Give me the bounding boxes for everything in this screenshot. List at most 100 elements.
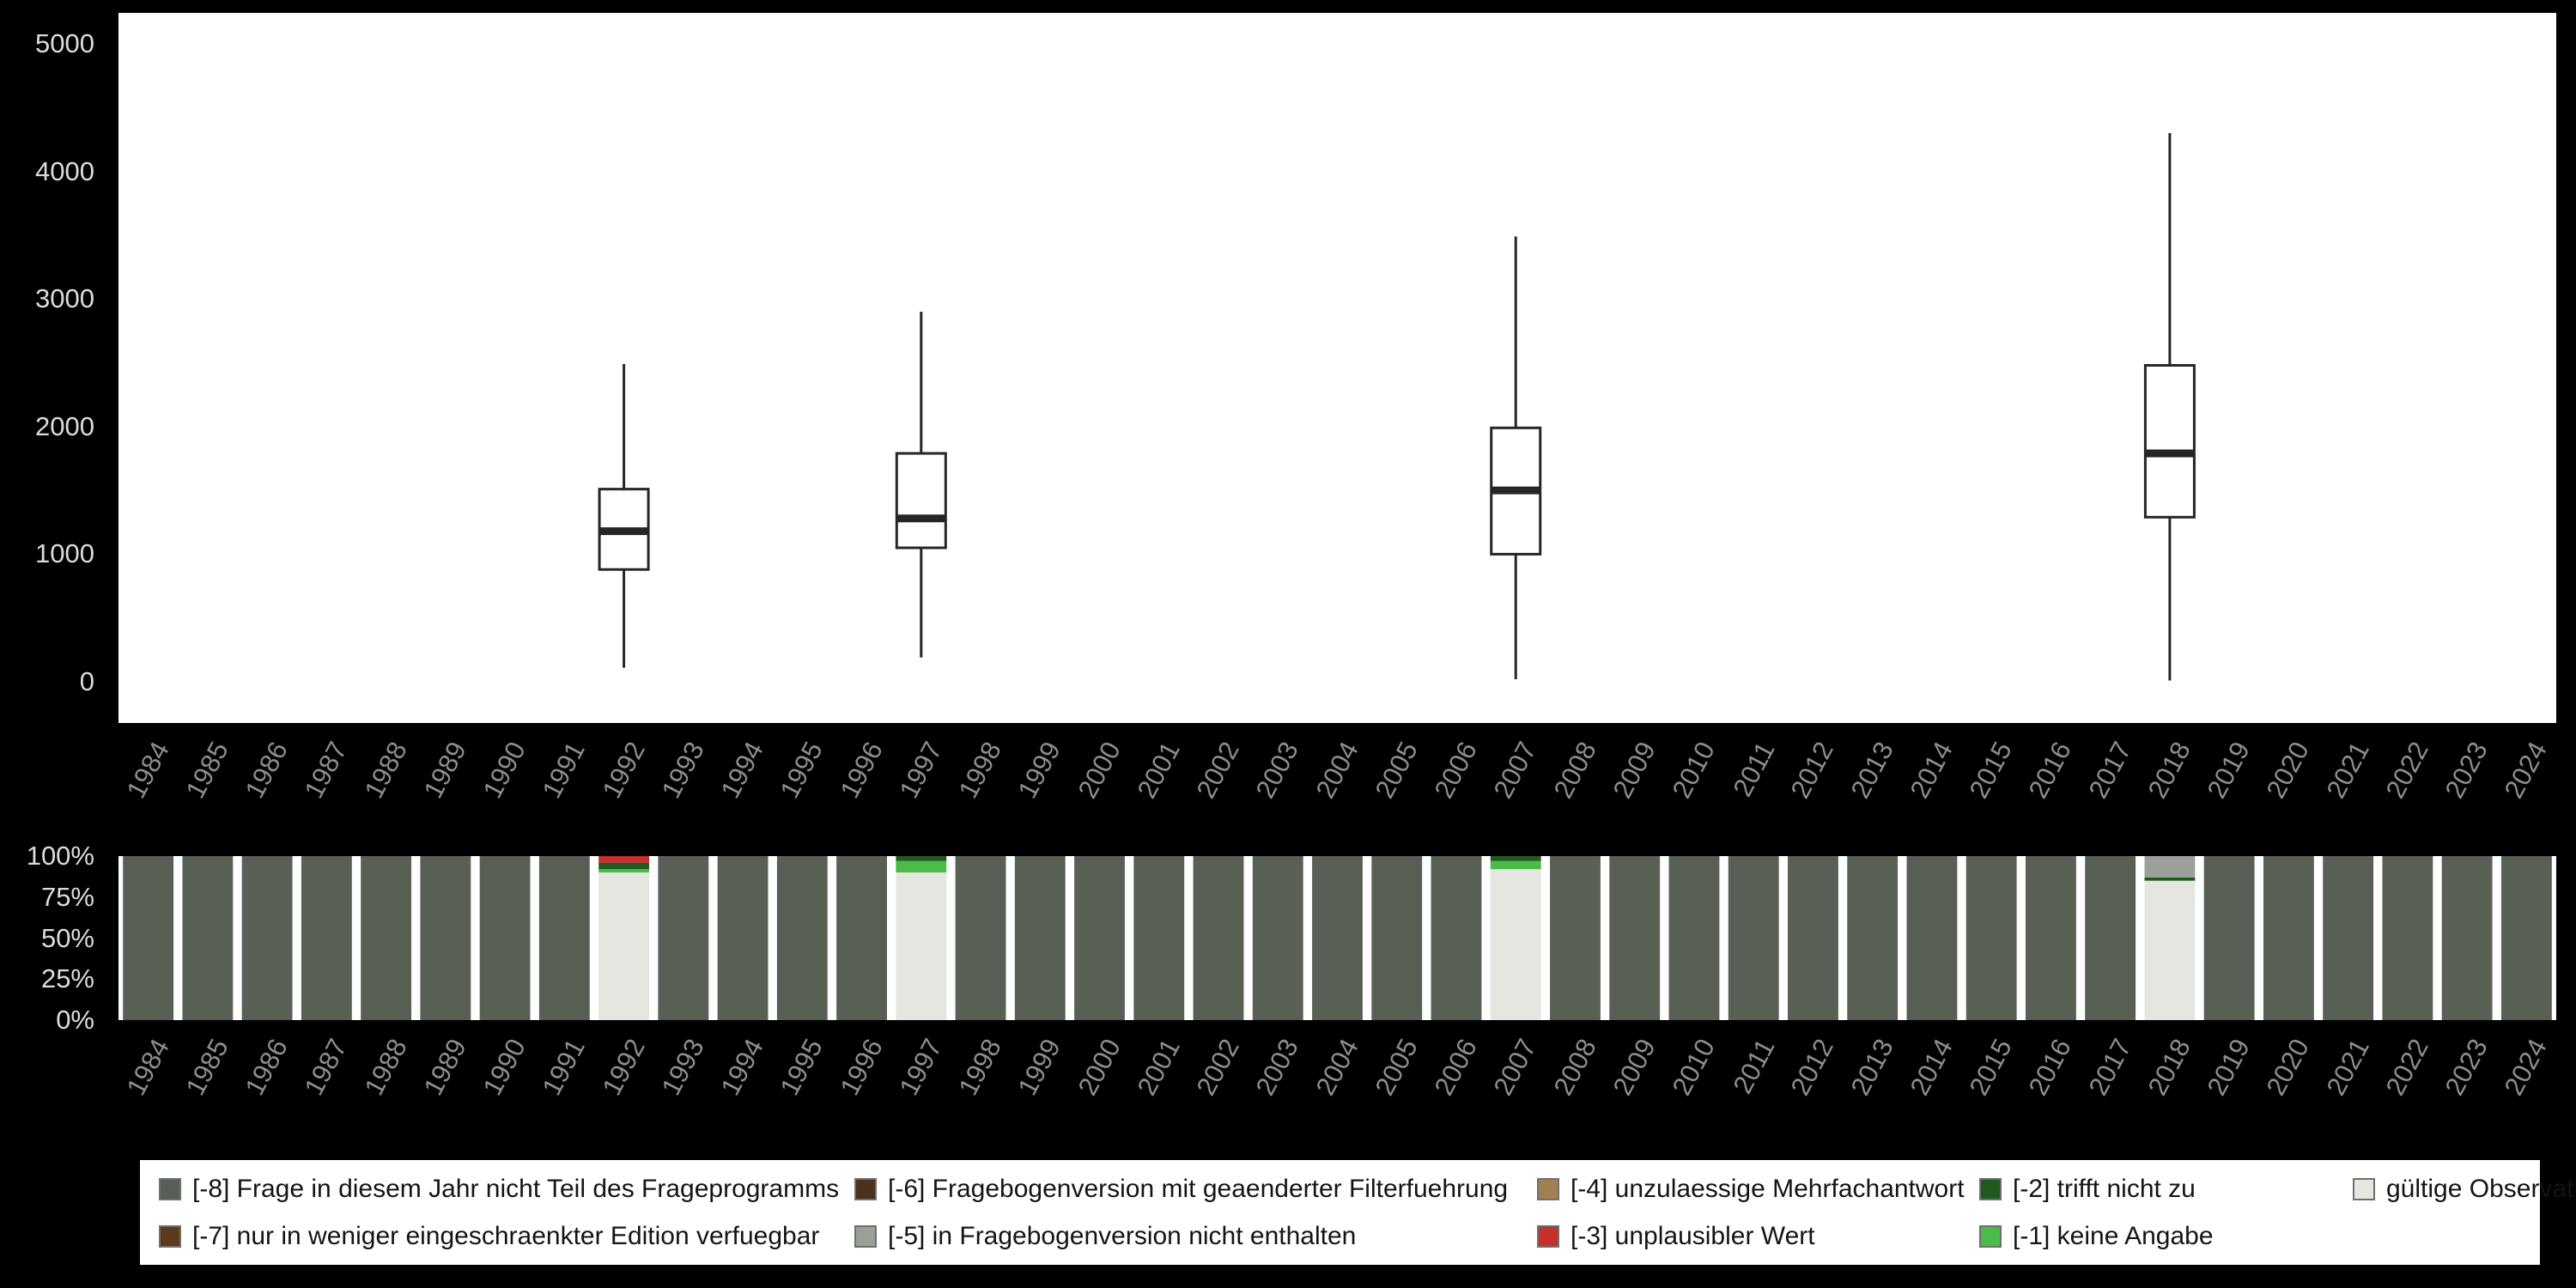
x-tick-label: 1986 — [239, 737, 295, 804]
stacked-bars-panel — [118, 856, 2556, 1020]
x-tick-label: 2016 — [2023, 1034, 2078, 1101]
x-tick-label: 1984 — [120, 1034, 175, 1101]
x-tick-label: 2003 — [1249, 737, 1305, 804]
bar-segment — [479, 856, 531, 1020]
bar-segment — [2500, 856, 2552, 1020]
y-tick-label: 2000 — [35, 410, 94, 441]
x-tick-label: 1997 — [893, 1034, 948, 1101]
legend-item: [-1] keine Angabe — [1979, 1222, 2353, 1251]
x-tick-label: 1990 — [477, 737, 532, 804]
x-tick-label: 2012 — [1785, 1034, 1840, 1101]
bar-segment — [2144, 856, 2196, 878]
x-tick-label: 2004 — [1309, 737, 1364, 804]
x-tick-label: 1996 — [834, 737, 889, 804]
x-tick-label: 1996 — [834, 1034, 889, 1101]
x-tick-label: 2017 — [2082, 1034, 2137, 1101]
percent-tick-label: 50% — [40, 922, 94, 953]
x-tick-label: 1995 — [774, 737, 829, 804]
x-tick-label: 2018 — [2142, 1034, 2196, 1101]
legend-label: [-3] unplausibler Wert — [1571, 1221, 1815, 1250]
boxplot-panel — [118, 13, 2556, 723]
y-tick-label: 4000 — [35, 155, 94, 186]
x-tick-label: 1987 — [298, 737, 354, 804]
percent-tick-label: 0% — [56, 1005, 94, 1035]
legend-item: [-8] Frage in diesem Jahr nicht Teil des… — [159, 1175, 854, 1204]
x-tick-label: 1993 — [655, 737, 710, 804]
x-tick-label: 1992 — [596, 737, 651, 804]
x-tick-label: 2011 — [1726, 737, 1781, 802]
legend-item: [-4] unzulaessige Mehrfachantwort — [1537, 1175, 1979, 1204]
boxplot-y-axis: 0 1000 2000 3000 4000 5000 — [0, 13, 108, 723]
bar-segment — [1847, 856, 1899, 1020]
x-tick-label: 1994 — [714, 1034, 769, 1101]
legend-label: [-5] in Fragebogenversion nicht enthalte… — [888, 1221, 1357, 1250]
legend-item: [-2] trifft nicht zu — [1979, 1175, 2353, 1204]
y-tick-label: 5000 — [35, 28, 94, 58]
x-tick-label: 1994 — [714, 737, 769, 804]
x-tick-label: 2005 — [1369, 1034, 1424, 1101]
bar-segment — [1014, 856, 1066, 1020]
legend-row: [-8] Frage in diesem Jahr nicht Teil des… — [159, 1165, 2576, 1212]
x-tick-label: 2009 — [1607, 737, 1662, 804]
bar-segment — [1371, 856, 1423, 1020]
x-tick-label: 1991 — [536, 1034, 592, 1101]
bar-segment — [598, 862, 650, 870]
legend-item: [-7] nur in weniger eingeschraenkter Edi… — [159, 1222, 854, 1251]
x-tick-label: 2008 — [1547, 737, 1602, 804]
bar-segment — [1906, 856, 1958, 1020]
percent-tick-label: 75% — [40, 881, 94, 912]
x-tick-label: 2010 — [1666, 737, 1721, 804]
boxplot-svg — [598, 133, 2196, 681]
bar-segment — [896, 856, 947, 861]
x-tick-label: 2023 — [2439, 737, 2494, 804]
x-tick-label: 2013 — [1844, 1034, 1899, 1101]
x-tick-label: 2024 — [2499, 737, 2554, 804]
bar-segment — [896, 860, 947, 873]
bar-segment — [1668, 856, 1720, 1020]
legend-swatch — [854, 1177, 877, 1200]
x-tick-label: 2015 — [1963, 1034, 2019, 1101]
bar-segment — [1252, 856, 1303, 1020]
bar-segment — [1490, 869, 1541, 1020]
bar-segment — [123, 856, 174, 1020]
x-tick-label: 2007 — [1487, 737, 1543, 804]
x-tick-label: 2014 — [1904, 1034, 1959, 1101]
bar-segment — [1490, 860, 1541, 870]
legend-swatch — [159, 1177, 181, 1200]
bar-segment — [2085, 856, 2136, 1020]
stacked-bars-y-axis: 100% 75% 50% 25% 0% — [0, 841, 108, 1035]
bar-segment — [598, 869, 650, 873]
legend-label: [-6] Fragebogenversion mit geaenderter F… — [888, 1174, 1509, 1203]
stacked-bars-x-axis: 1984 1985 1986 1987 1988 1989 1990 1991 1992 1993… — [118, 1029, 2556, 1157]
x-tick-label: 2023 — [2439, 1034, 2494, 1101]
bar-segment — [2144, 877, 2196, 881]
x-tick-label: 1991 — [536, 737, 592, 804]
x-tick-label: 2022 — [2379, 1034, 2434, 1101]
x-tick-label: 2008 — [1547, 1034, 1602, 1101]
x-tick-label: 1998 — [952, 737, 1007, 804]
x-tick-label: 2022 — [2379, 737, 2434, 804]
legend-swatch — [1979, 1177, 2002, 1200]
x-tick-label: 1985 — [179, 1034, 234, 1101]
x-tick-label: 2021 — [2320, 1034, 2375, 1101]
bar-segment — [1728, 856, 1779, 1020]
x-tick-label: 2020 — [2261, 737, 2316, 804]
bar-segment — [182, 856, 234, 1020]
x-tick-label: 1999 — [1012, 737, 1067, 804]
x-tick-label: 1992 — [596, 1034, 651, 1101]
x-tick-label: 1990 — [477, 1034, 532, 1101]
y-tick-label: 1000 — [35, 538, 94, 569]
bar-segment — [1550, 856, 1601, 1020]
x-tick-label: 2001 — [1131, 737, 1186, 804]
bar-segment — [955, 856, 1006, 1020]
bar-segment — [2323, 856, 2374, 1020]
x-tick-label: 1986 — [239, 1034, 295, 1101]
legend: [-8] Frage in diesem Jahr nicht Teil des… — [140, 1160, 2576, 1265]
x-tick-label: 1995 — [774, 1034, 829, 1101]
x-tick-label: 2018 — [2142, 737, 2196, 804]
x-tick-label: 2000 — [1072, 737, 1127, 804]
bar-segment — [2203, 856, 2255, 1020]
x-tick-label: 2017 — [2082, 737, 2137, 804]
bar-segment — [1074, 856, 1125, 1020]
